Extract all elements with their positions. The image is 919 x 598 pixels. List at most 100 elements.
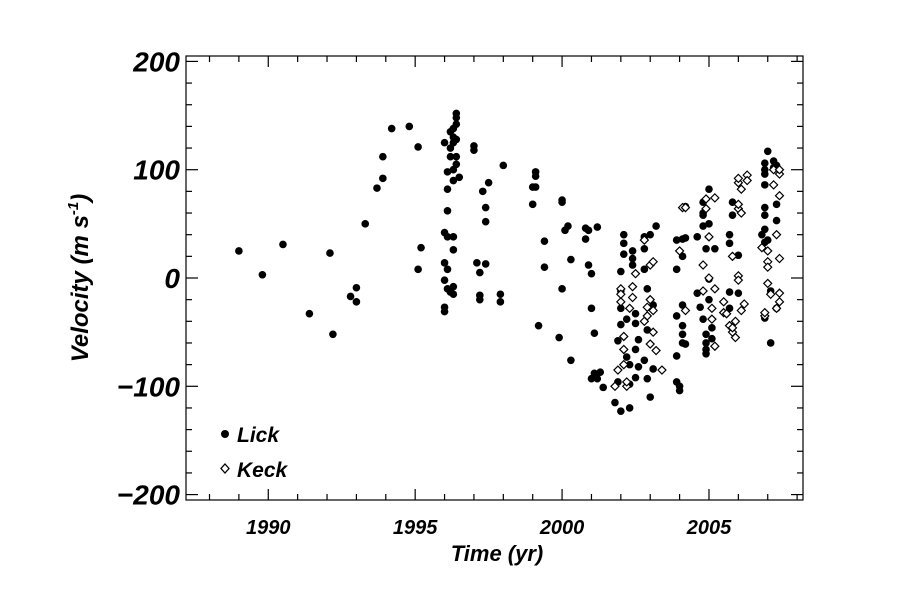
lick-point [634, 335, 643, 344]
lick-point [699, 315, 707, 323]
lick-point [622, 315, 631, 323]
keck-point [736, 305, 747, 316]
keck-point [727, 322, 738, 333]
keck-point [624, 303, 635, 314]
lick-point [611, 398, 619, 407]
lick-point [761, 181, 769, 189]
lick-point [725, 239, 734, 248]
lick-point [387, 124, 396, 133]
lick-point [481, 203, 490, 212]
y-axis-label-sup: -1 [65, 202, 82, 215]
x-tick-label: 1990 [246, 517, 291, 539]
lick-point [702, 244, 710, 253]
lick-point [628, 261, 637, 269]
lick-point [476, 295, 484, 304]
lick-point [631, 345, 640, 354]
y-tick-label: 0 [164, 263, 180, 294]
lick-point [528, 200, 537, 209]
lick-point [379, 152, 387, 161]
lick-point [373, 184, 381, 192]
keck-point [774, 253, 785, 264]
lick-point [631, 373, 640, 382]
lick-point [235, 247, 243, 255]
lick-point [329, 330, 337, 339]
series-keck [610, 164, 785, 392]
y-tick-label: −200 [117, 480, 180, 511]
lick-point [640, 244, 649, 253]
keck-point [739, 299, 750, 309]
lick-point [452, 109, 461, 118]
lick-point [346, 292, 355, 301]
keck-point [621, 377, 632, 387]
lick-point [352, 298, 361, 306]
lick-point [725, 230, 734, 239]
keck-point [610, 381, 620, 392]
keck-point [627, 292, 638, 303]
lick-point [681, 340, 690, 348]
lick-point [567, 356, 575, 365]
lick-point [672, 265, 681, 274]
lick-point [584, 226, 593, 235]
lick-point [473, 259, 481, 267]
lick-point [708, 324, 716, 332]
keck-point [698, 286, 708, 296]
lick-point [617, 267, 625, 276]
lick-point [405, 122, 414, 131]
lick-point [705, 295, 713, 304]
lick-point [484, 178, 493, 187]
lick-point [643, 374, 652, 383]
lick-point [478, 187, 487, 196]
lick-point [449, 246, 458, 254]
keck-point [730, 332, 741, 343]
legend-lick-marker [221, 430, 229, 438]
lick-point [581, 235, 590, 243]
lick-point [705, 185, 713, 193]
lick-point [531, 183, 540, 191]
lick-point [496, 298, 505, 306]
lick-point [443, 185, 452, 193]
x-tick-label: 2005 [686, 517, 732, 539]
keck-point [698, 260, 708, 270]
lick-point [452, 120, 461, 129]
lick-point [617, 320, 625, 329]
keck-point [718, 296, 729, 307]
lick-point [634, 363, 643, 371]
keck-point [615, 289, 626, 300]
lick-point [628, 247, 637, 255]
lick-point [761, 203, 769, 212]
keck-point [771, 303, 782, 314]
lick-point [326, 249, 334, 257]
keck-point [701, 194, 711, 204]
lick-point [567, 255, 575, 264]
lick-point [446, 152, 455, 161]
lick-point [540, 263, 549, 271]
lick-point [440, 276, 449, 284]
keck-point [733, 173, 744, 184]
keck-point [736, 208, 747, 218]
keck-point [742, 175, 753, 186]
lick-point [699, 222, 707, 230]
keck-point [648, 305, 659, 316]
lick-point [584, 261, 593, 269]
keck-point [651, 345, 661, 356]
lick-point [672, 352, 681, 360]
lick-point [672, 312, 681, 320]
keck-point [768, 180, 779, 190]
lick-point [443, 168, 452, 176]
lick-point [499, 161, 508, 170]
lick-point [619, 230, 628, 239]
keck-point [774, 190, 785, 201]
lick-point [558, 285, 566, 293]
lick-point [599, 383, 608, 392]
lick-point [631, 309, 640, 318]
keck-point [618, 344, 629, 355]
lick-point [587, 374, 596, 383]
keck-point [680, 305, 691, 316]
legend-keck-label: Keck [237, 459, 289, 482]
keck-point [759, 307, 770, 318]
lick-point [761, 211, 769, 219]
lick-point [646, 230, 655, 239]
lick-point [711, 244, 719, 253]
lick-point [734, 289, 743, 297]
